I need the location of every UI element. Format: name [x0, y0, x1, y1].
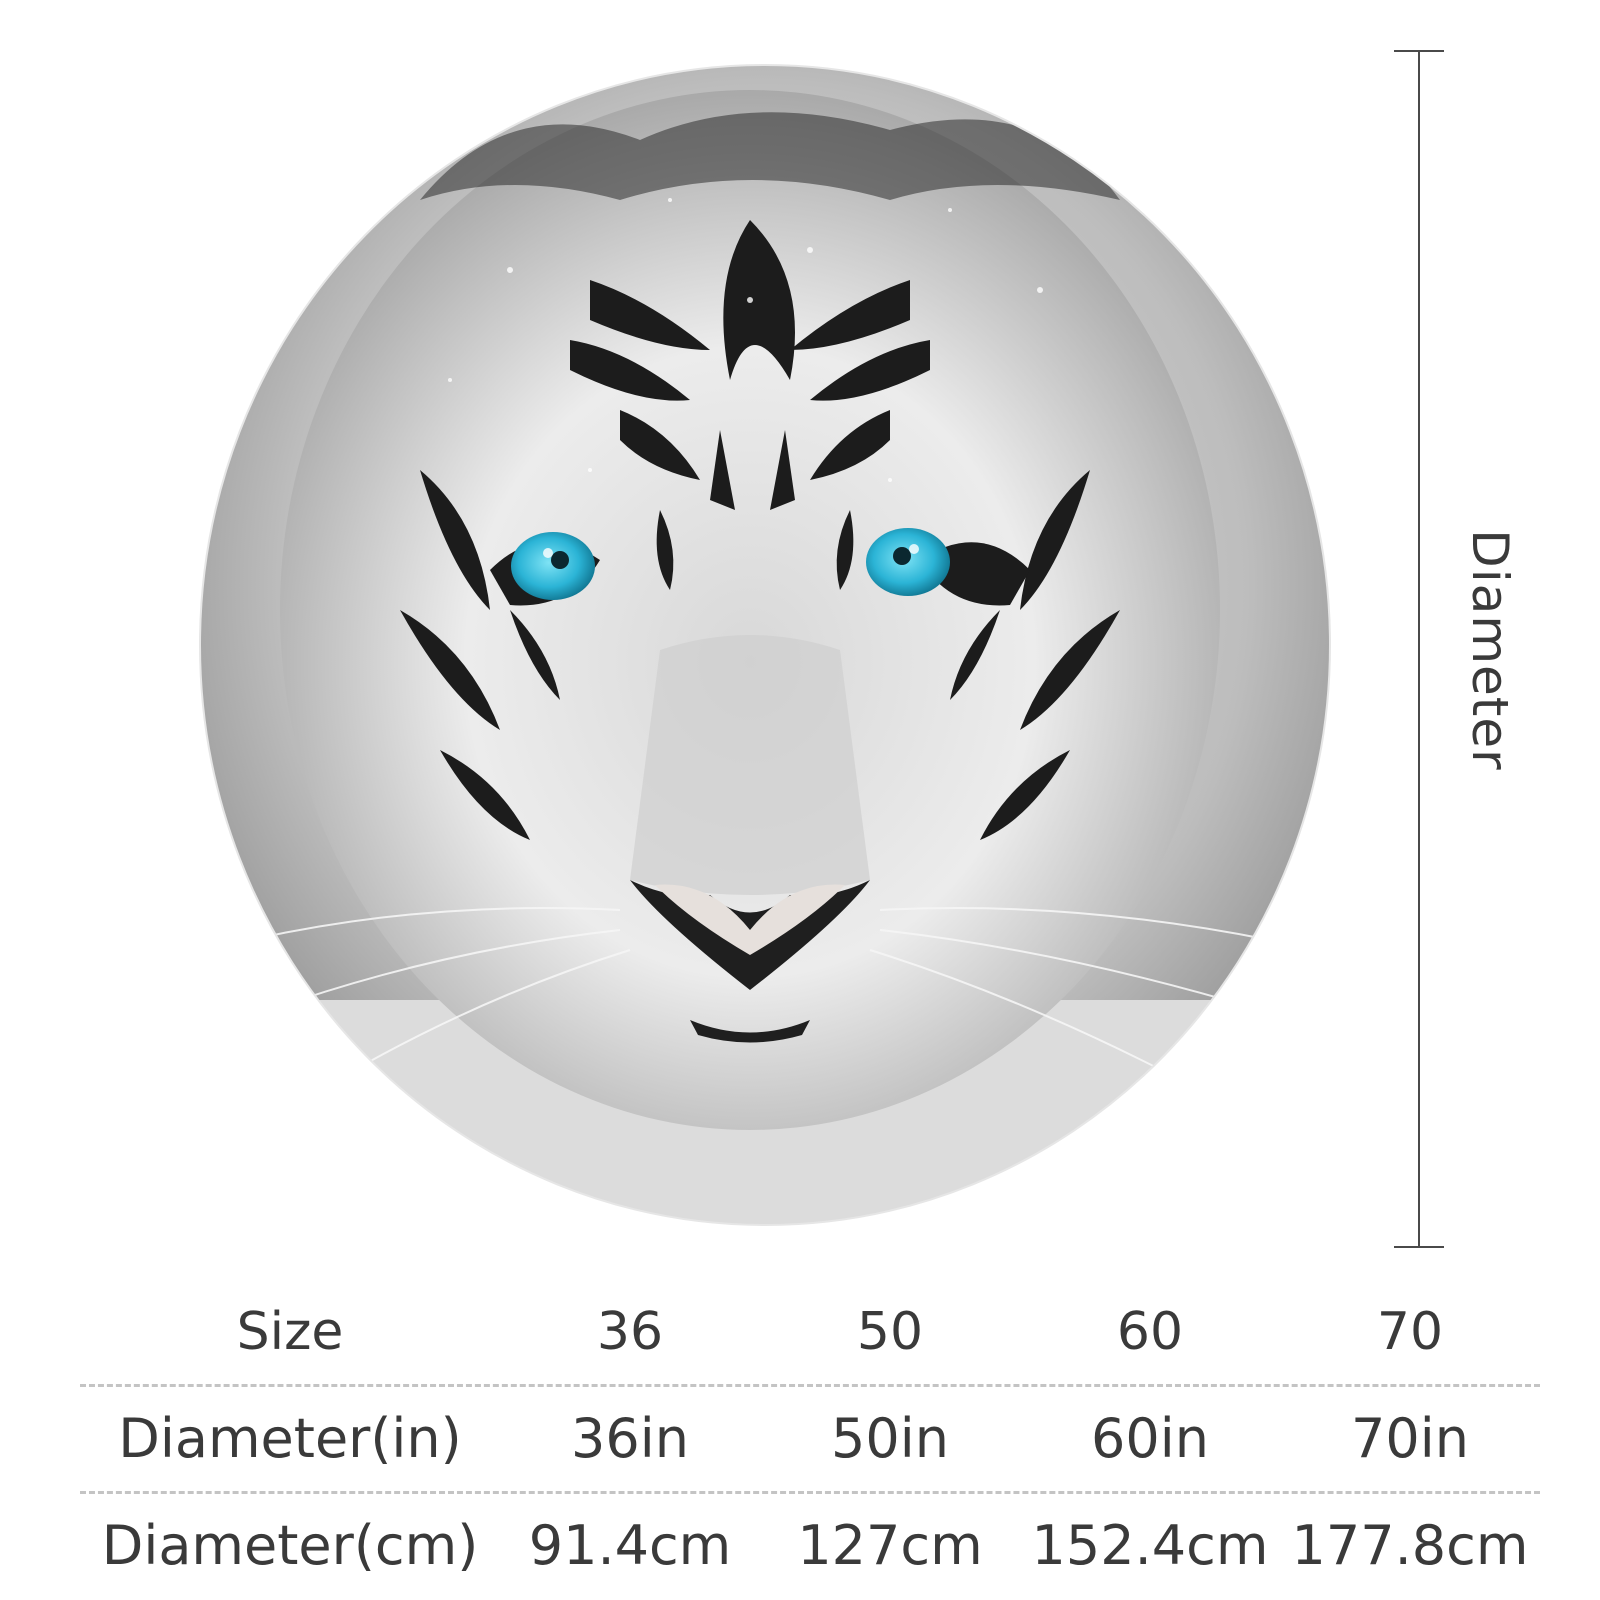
size-table-header-row: Size 36 50 60 70 [80, 1280, 1540, 1384]
table-divider [80, 1491, 1540, 1494]
size-table: Size 36 50 60 70 Diameter(in) 36in 50in … [80, 1280, 1540, 1598]
diameter-measure-line [1418, 50, 1420, 1248]
inches-value: 50in [831, 1407, 949, 1470]
cm-value: 91.4cm [528, 1514, 732, 1577]
inches-value: 60in [1091, 1407, 1209, 1470]
size-value: 60 [1116, 1302, 1184, 1362]
table-divider [80, 1384, 1540, 1387]
white-tiger-illustration [199, 64, 1331, 1226]
inches-row-label: Diameter(in) [118, 1407, 462, 1470]
tiger-eyes [490, 528, 1030, 606]
rug-image [190, 50, 1340, 1240]
cm-value: 127cm [797, 1514, 983, 1577]
size-value: 70 [1376, 1302, 1444, 1362]
size-value: 36 [596, 1302, 664, 1362]
diameter-measure-label: Diameter [1461, 529, 1519, 771]
inches-value: 36in [571, 1407, 689, 1470]
diameter-measure-cap-top [1394, 50, 1444, 52]
cm-value: 177.8cm [1291, 1514, 1529, 1577]
size-value: 50 [856, 1302, 924, 1362]
cm-value: 152.4cm [1031, 1514, 1269, 1577]
size-table-inches-row: Diameter(in) 36in 50in 60in 70in [80, 1387, 1540, 1491]
diameter-measure-cap-bottom [1394, 1246, 1444, 1248]
size-table-cm-row: Diameter(cm) 91.4cm 127cm 152.4cm 177.8c… [80, 1494, 1540, 1598]
size-row-label: Size [236, 1302, 344, 1362]
inches-value: 70in [1351, 1407, 1469, 1470]
cm-row-label: Diameter(cm) [101, 1514, 479, 1577]
